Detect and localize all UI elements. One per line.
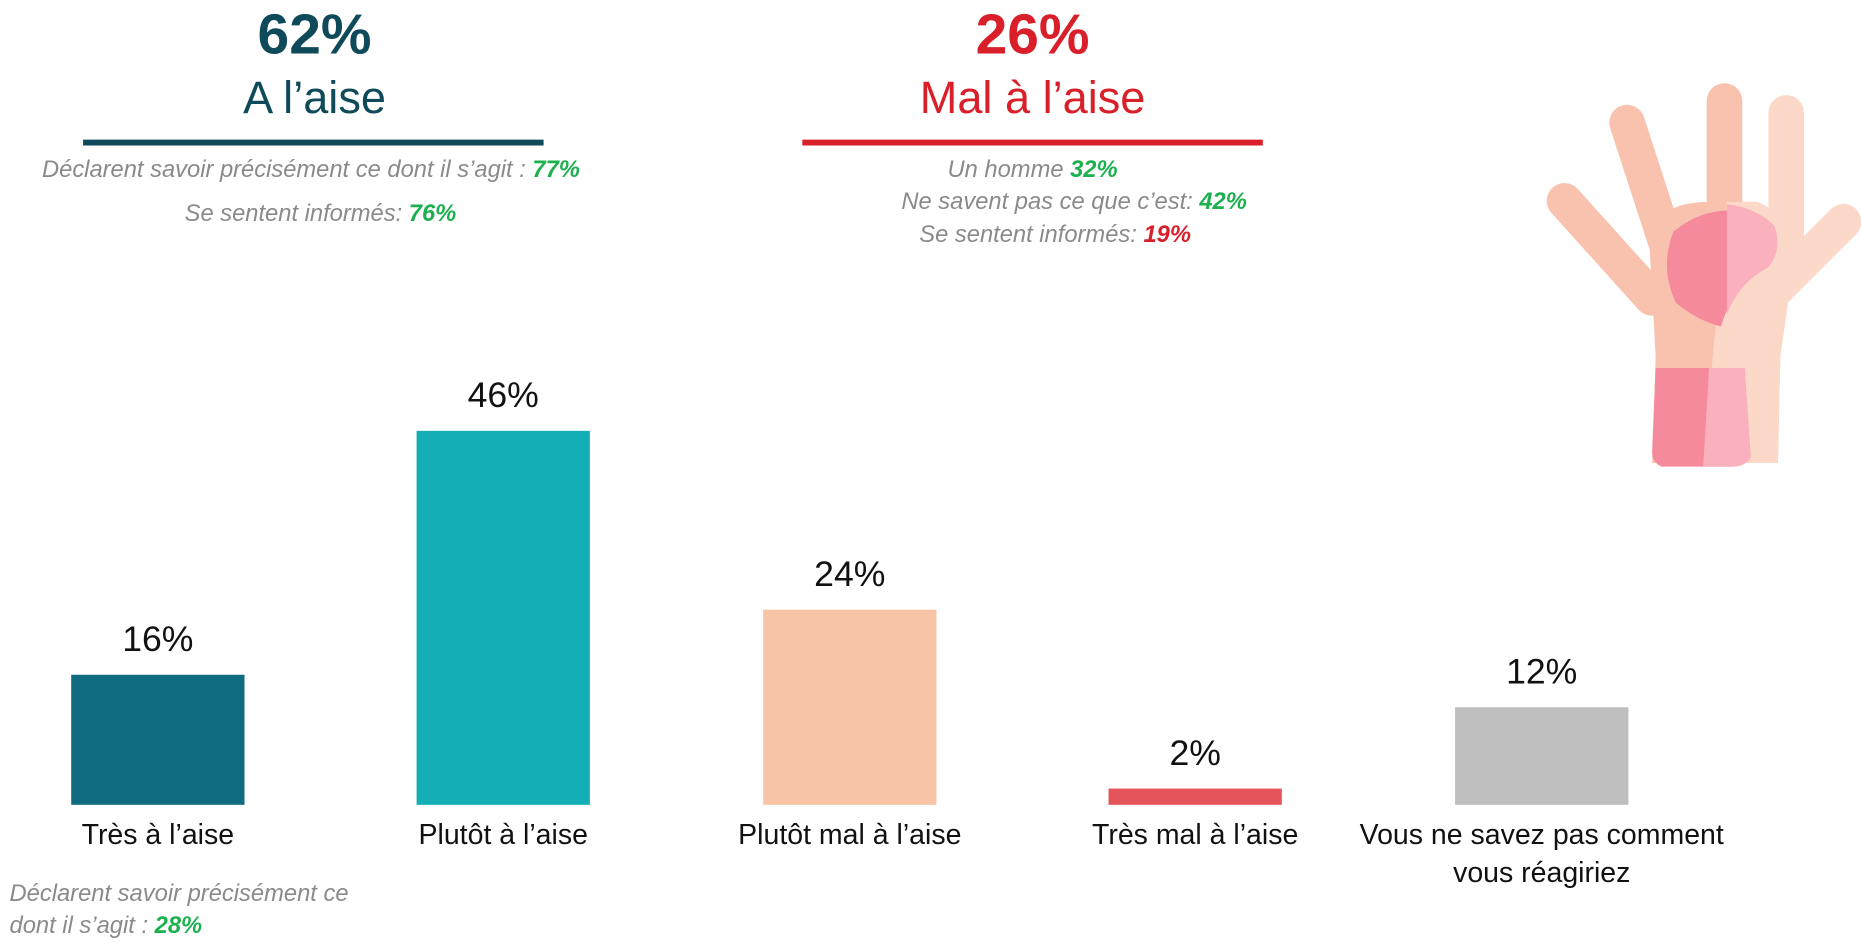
note-figure: 77% <box>532 157 579 183</box>
note-figure: 32% <box>1070 157 1117 183</box>
annotation-text: Déclarent savoir précisément ce dont il … <box>9 880 349 939</box>
bar <box>416 430 590 805</box>
note-text: Un homme <box>948 157 1064 183</box>
value-label: 12% <box>1506 652 1577 692</box>
note: Se sentent informés: 19% <box>919 222 1191 248</box>
note-text: Se sentent informés: <box>185 201 403 227</box>
value-label: 24% <box>814 554 885 594</box>
category-label: Très mal à l’aise <box>1092 819 1299 852</box>
note: Se sentent informés: 76% <box>185 201 457 227</box>
bar-chart: 16% Très à l’aise 46% Plutôt à l’aise 24% Plu… <box>9 375 1724 942</box>
category-label: Plutôt mal à l’aise <box>738 819 962 852</box>
value-label: 16% <box>122 619 193 659</box>
bar <box>763 609 937 805</box>
note-text: Déclarent savoir précisément ce dont il … <box>42 157 526 183</box>
note-text: Se sentent informés: <box>919 222 1137 248</box>
category-label-box: Très à l’aise <box>81 819 235 852</box>
category-label-box: Vous ne savez pas comment vous réagiriez <box>1359 819 1724 890</box>
category-label-box: Plutôt à l’aise <box>418 819 588 852</box>
category-label: Plutôt à l’aise <box>418 819 588 852</box>
category-label-box: Plutôt mal à l’aise <box>738 819 962 852</box>
category-label-box: Très mal à l’aise <box>1092 819 1299 852</box>
note: Déclarent savoir précisément ce dont il … <box>42 157 580 183</box>
bar <box>1455 707 1629 805</box>
stat: 62% <box>258 3 372 67</box>
category-label: Vous ne savez pas comment vous réagiriez <box>1359 819 1724 890</box>
note: Un homme 32% <box>948 157 1118 183</box>
bar <box>1108 788 1282 805</box>
note-figure: 42% <box>1198 189 1246 215</box>
stat-label: A l’aise <box>243 72 386 123</box>
note-text: Ne savent pas ce que c’est: <box>901 189 1192 215</box>
stat: 26% <box>976 3 1090 67</box>
category-label: Très à l’aise <box>81 819 235 852</box>
bar <box>71 674 245 805</box>
hand-illustration <box>1546 83 1861 467</box>
stat-label: Mal à l’aise <box>920 72 1146 123</box>
annotation: Déclarent savoir précisément ce dont il … <box>9 878 365 942</box>
note-figure: 19% <box>1143 222 1190 248</box>
value-label: 2% <box>1169 733 1220 773</box>
annotation-box: Déclarent savoir précisément ce dont il … <box>9 878 365 942</box>
note: Ne savent pas ce que c’est: 42% <box>901 189 1246 215</box>
note-figure: 76% <box>409 201 456 227</box>
value-label: 46% <box>468 375 539 415</box>
annotation-figure: 28% <box>154 912 203 939</box>
